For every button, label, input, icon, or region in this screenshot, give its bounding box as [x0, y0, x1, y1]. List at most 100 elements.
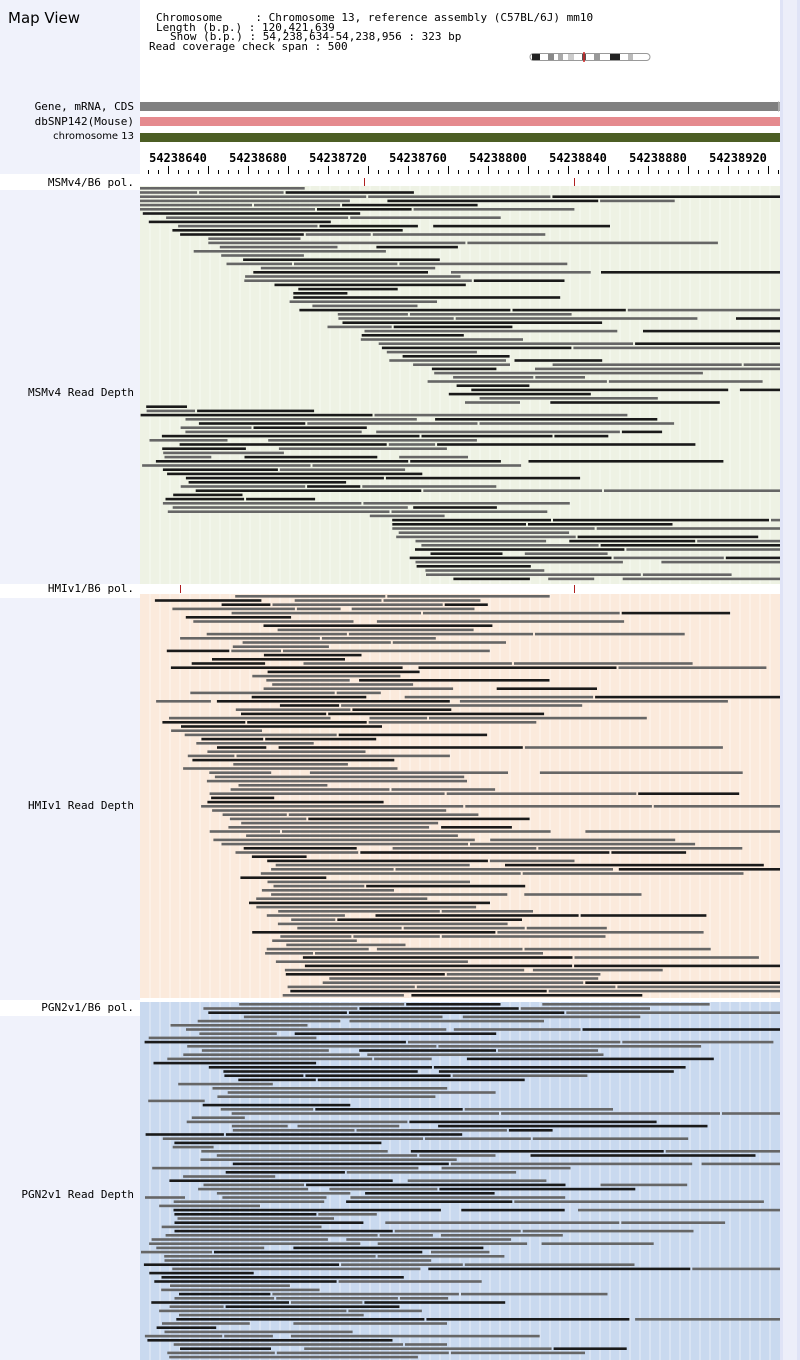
scale-tick-mark: [168, 166, 169, 174]
scale-tick-mark: [688, 166, 689, 174]
read-pileup: [140, 1002, 800, 1360]
snp-track-bar[interactable]: [140, 117, 780, 126]
scale-tick-mark: [148, 170, 149, 174]
scale-tick-label: 54238640: [149, 151, 207, 165]
chromosome-ideogram-icon[interactable]: [528, 52, 652, 62]
polymorphism-mark[interactable]: [574, 585, 575, 593]
polymorphism-mark[interactable]: [364, 178, 365, 186]
scale-tick-mark: [588, 170, 589, 174]
scale-tick-mark: [548, 170, 549, 174]
scale-tick-mark: [398, 170, 399, 174]
scale-tick-mark: [368, 166, 369, 174]
scale-tick-mark: [288, 166, 289, 174]
scale-tick-mark: [418, 170, 419, 174]
msmv4-pol-label: MSMv4/B6 pol.: [47, 176, 134, 189]
scale-tick-mark: [258, 170, 259, 174]
scale-tick-mark: [438, 170, 439, 174]
pgn2v1-depth-label: PGN2v1 Read Depth: [21, 1188, 134, 1201]
read-pileup: [140, 594, 800, 998]
coverage-span-info: Read coverage check span : 500: [149, 40, 348, 53]
msmv4-read-depth-panel[interactable]: [140, 186, 800, 584]
scale-tick-mark: [488, 166, 489, 174]
scale-tick-label: 54238800: [469, 151, 527, 165]
msmv4-pol-track: [140, 178, 780, 186]
scale-tick-mark: [458, 170, 459, 174]
scale-tick-label: 54238760: [389, 151, 447, 165]
read-pileup: [140, 186, 800, 584]
scale-tick-mark: [728, 166, 729, 174]
scale-tick-label: 54238880: [629, 151, 687, 165]
scale-tick-mark: [778, 170, 779, 174]
scale-tick-mark: [768, 166, 769, 174]
scale-tick-mark: [528, 166, 529, 174]
hmiv1-pol-label: HMIv1/B6 pol.: [47, 582, 134, 595]
scale-tick-mark: [558, 170, 559, 174]
scale-tick-label: 54238920: [709, 151, 767, 165]
scale-tick-mark: [228, 170, 229, 174]
hmiv1-depth-label: HMIv1 Read Depth: [28, 799, 134, 812]
scale-tick-mark: [158, 170, 159, 174]
scale-tick-mark: [318, 170, 319, 174]
scale-tick-mark: [638, 170, 639, 174]
scale-tick-mark: [668, 170, 669, 174]
polymorphism-mark[interactable]: [180, 585, 181, 593]
scale-tick-mark: [708, 170, 709, 174]
scale-tick-mark: [358, 170, 359, 174]
scale-tick-mark: [218, 170, 219, 174]
scale-tick-mark: [538, 170, 539, 174]
scale-tick-mark: [568, 166, 569, 174]
scale-tick-mark: [308, 170, 309, 174]
scale-tick-mark: [268, 170, 269, 174]
scale-tick-mark: [348, 170, 349, 174]
scale-tick-mark: [408, 166, 409, 174]
pgn2v1-pol-label: PGN2v1/B6 pol.: [41, 1001, 134, 1014]
scale-tick-mark: [698, 170, 699, 174]
scale-tick-mark: [388, 170, 389, 174]
scale-tick-mark: [298, 170, 299, 174]
hmiv1-pol-track: [140, 585, 780, 593]
scale-tick-mark: [678, 170, 679, 174]
scale-tick-mark: [648, 166, 649, 174]
scale-tick-mark: [248, 166, 249, 174]
scale-tick-mark: [718, 170, 719, 174]
map-view-title: Map View: [8, 9, 81, 27]
gene-track-label: Gene, mRNA, CDS: [34, 100, 134, 113]
scale-tick-mark: [578, 170, 579, 174]
chromosome-info: Chromosome : Chromosome 13, reference as…: [156, 11, 594, 24]
scale-tick-mark: [448, 166, 449, 174]
scale-tick-mark: [278, 170, 279, 174]
snp-track-label: dbSNP142(Mouse): [34, 115, 134, 128]
scale-tick-mark: [508, 170, 509, 174]
scale-tick-mark: [378, 170, 379, 174]
scale-tick-mark: [198, 170, 199, 174]
scale-tick-mark: [178, 170, 179, 174]
msmv4-depth-label: MSMv4 Read Depth: [28, 386, 134, 399]
scale-tick-mark: [608, 166, 609, 174]
scale-tick-mark: [738, 170, 739, 174]
scale-tick-mark: [758, 170, 759, 174]
show-range-info: Show (b.p.) : 54,238,634-54,238,956 : 32…: [170, 30, 462, 43]
scale-tick-mark: [188, 170, 189, 174]
scale-tick-mark: [478, 170, 479, 174]
scale-tick-mark: [748, 170, 749, 174]
polymorphism-mark[interactable]: [574, 178, 575, 186]
left-label-panel: [0, 0, 140, 1360]
scale-tick-mark: [498, 170, 499, 174]
scale-tick-mark: [208, 166, 209, 174]
scale-tick-mark: [338, 170, 339, 174]
chromosome-track-label: chromosome 13: [53, 131, 134, 142]
scale-tick-label: 54238680: [229, 151, 287, 165]
scale-tick-label: 54238840: [549, 151, 607, 165]
gene-track-bar[interactable]: [140, 102, 780, 111]
pgn2v1-read-depth-panel[interactable]: [140, 1002, 800, 1360]
hmiv1-read-depth-panel[interactable]: [140, 594, 800, 998]
chromosome-track-bar[interactable]: [140, 133, 780, 142]
right-scroll-strip[interactable]: [780, 0, 800, 1360]
scale-tick-mark: [328, 166, 329, 174]
scale-tick-mark: [618, 170, 619, 174]
scale-tick-label: 54238720: [309, 151, 367, 165]
scale-tick-mark: [238, 170, 239, 174]
position-scale: 54238640 54238680 54238720 54238760 54238800…: [140, 140, 780, 184]
scale-tick-mark: [628, 170, 629, 174]
scale-tick-mark: [658, 170, 659, 174]
